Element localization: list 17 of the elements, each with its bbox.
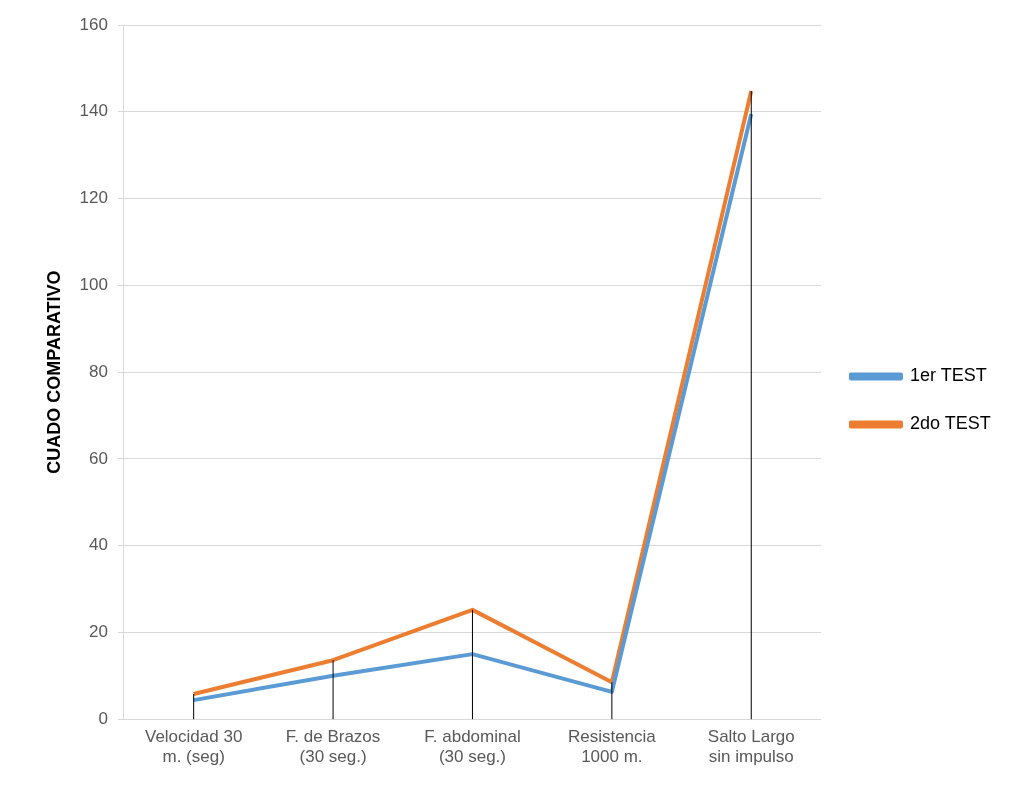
legend-label: 2do TEST xyxy=(909,413,991,434)
y-tick-label: 0 xyxy=(98,708,108,728)
y-tick-label: 60 xyxy=(89,448,108,468)
x-tick-label: F. de Brazos (30 seg.) xyxy=(285,727,381,767)
y-tick-label: 20 xyxy=(89,622,108,642)
y-tick-label: 160 xyxy=(79,14,108,34)
y-axis-title: CUADO COMPARATIVO xyxy=(43,270,64,474)
y-tick-label: 120 xyxy=(79,188,108,208)
y-tick-label: 140 xyxy=(79,101,108,121)
x-tick-label: Resistencia 1000 m. xyxy=(567,727,657,767)
x-tick-label: Velocidad 30 m. (seg) xyxy=(144,727,243,767)
y-tick-label: 100 xyxy=(79,275,108,295)
x-tick-label: F. abdominal (30 seg.) xyxy=(424,727,521,767)
y-tick-label: 40 xyxy=(89,535,108,555)
legend-label: 1er TEST xyxy=(909,365,987,386)
y-tick-label: 80 xyxy=(89,361,108,381)
x-tick-label: Salto Largo sin impulso xyxy=(707,727,795,767)
